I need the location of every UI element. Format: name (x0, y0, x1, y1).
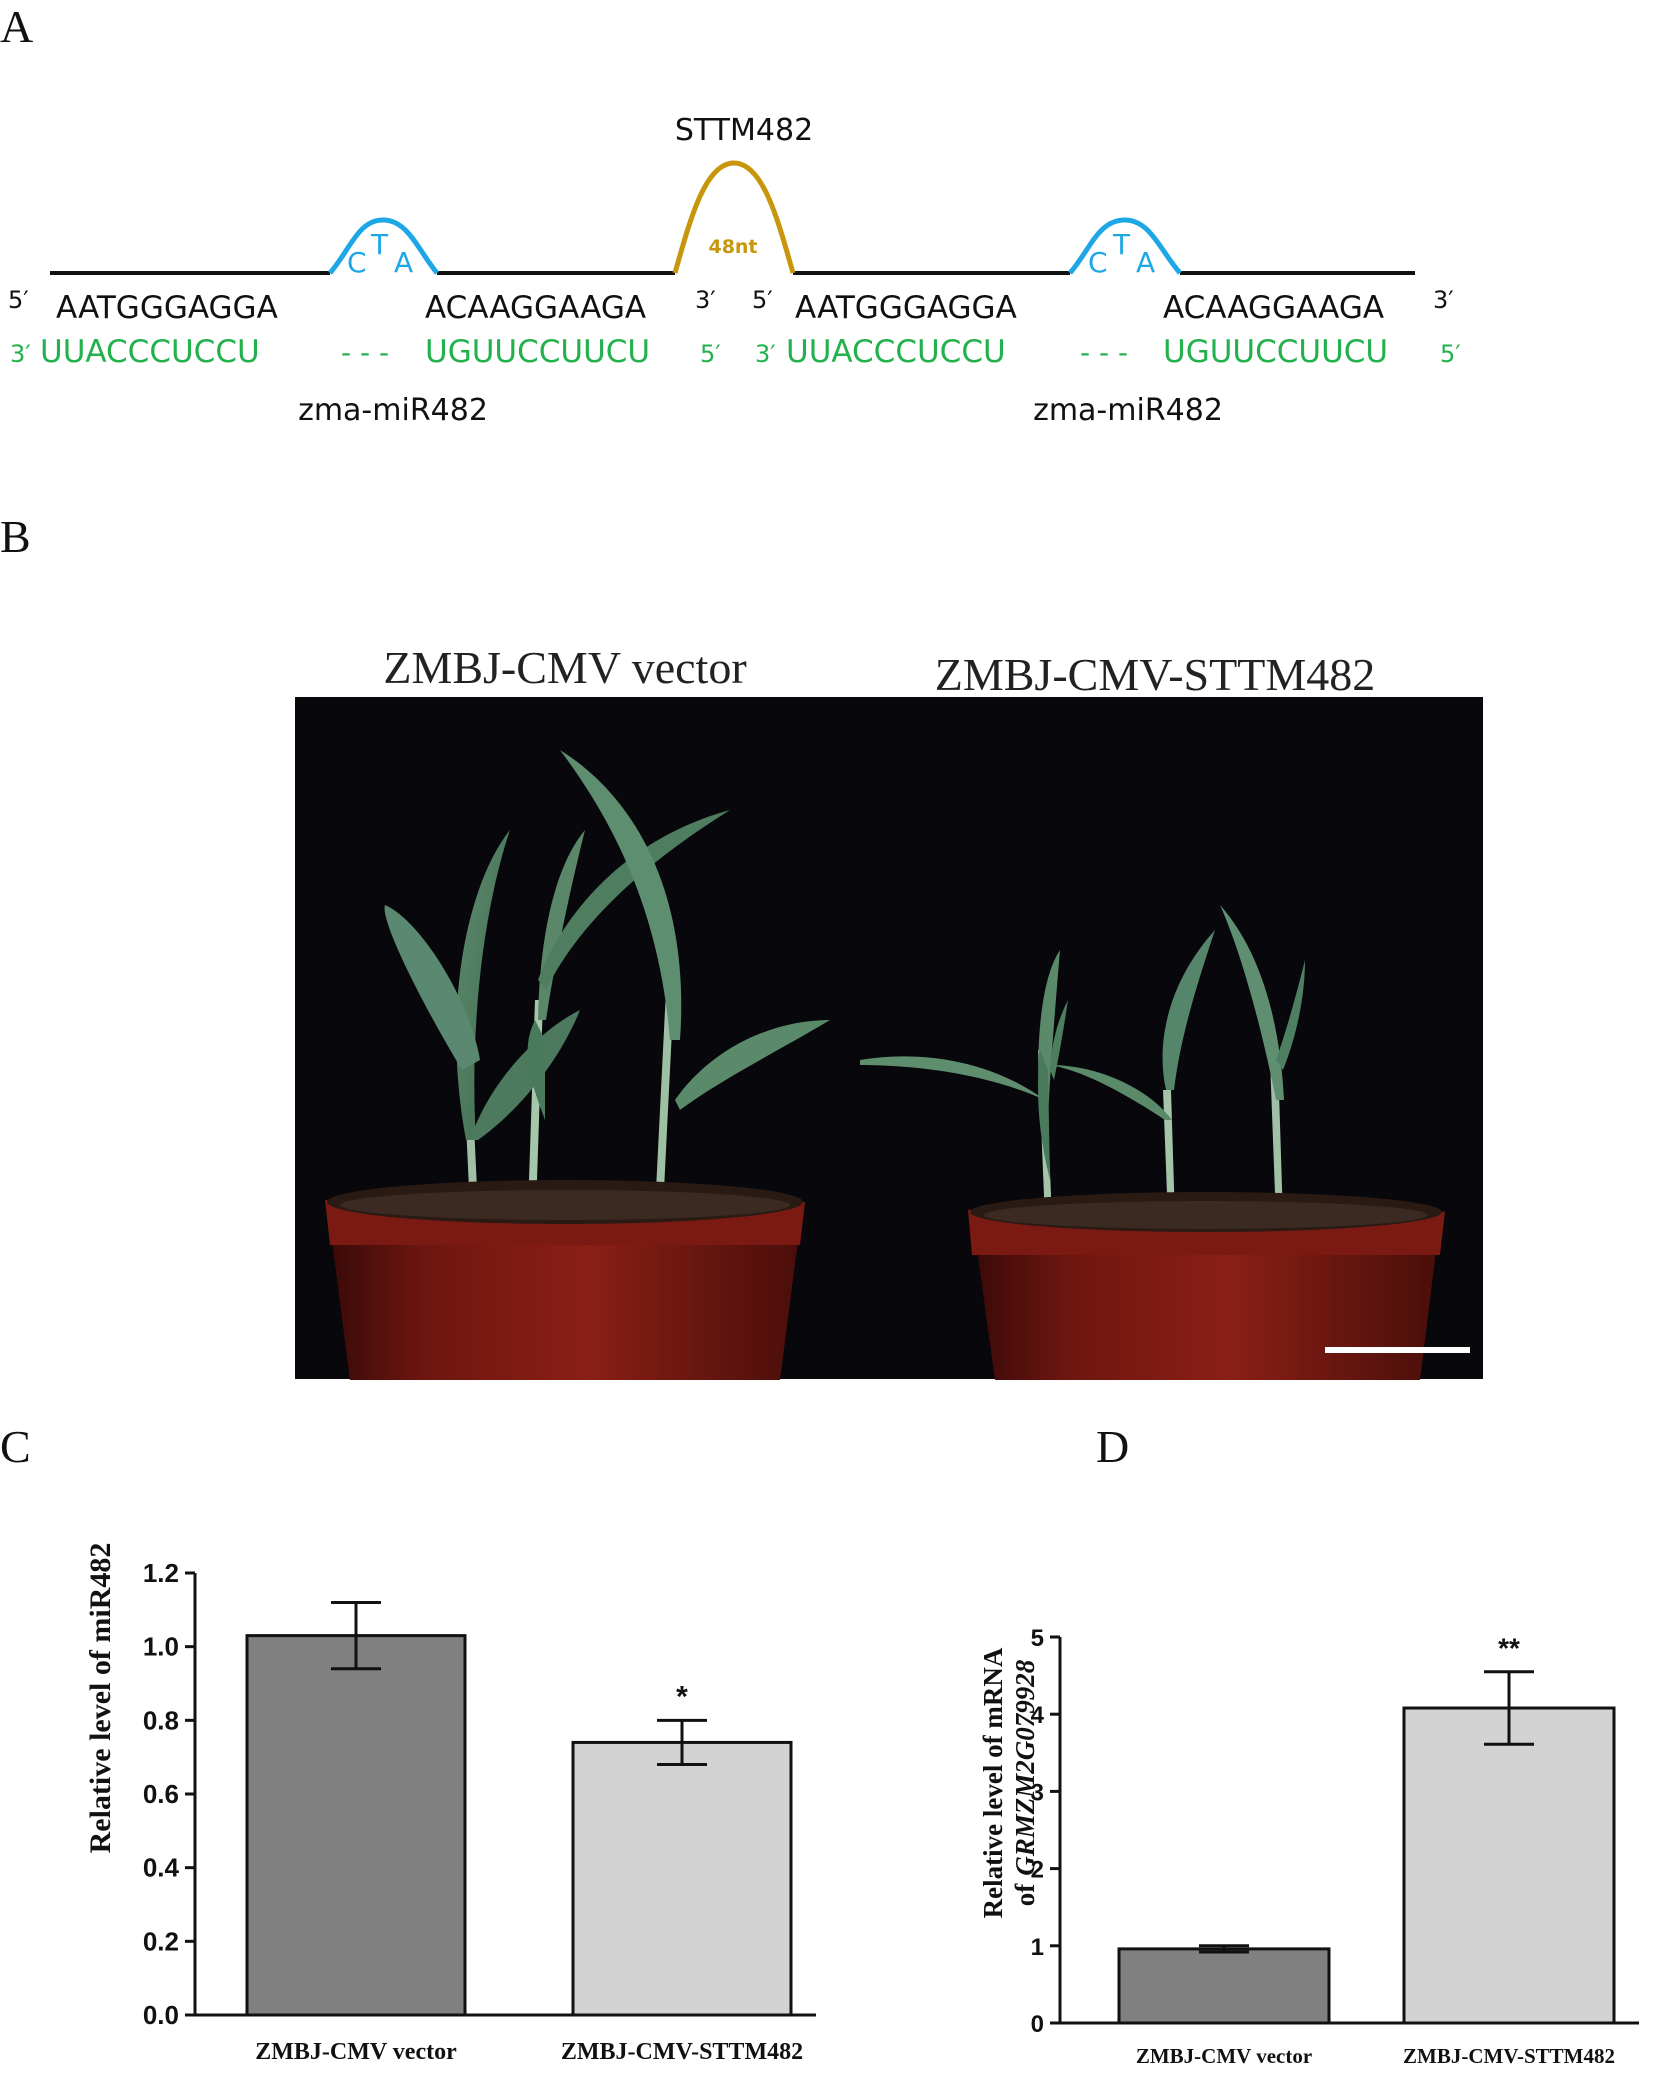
vector-pot (325, 1180, 805, 1380)
spacer-loop (672, 160, 796, 274)
y-tick-label: 0.0 (143, 2000, 179, 2030)
y-tick-label: 2 (1031, 1857, 1044, 1884)
construct-label: STTM482 (675, 113, 813, 148)
photo-label-sttm482: ZMBJ-CMV-STTM482 (935, 649, 1375, 700)
unit1-mirna-label: zma-miR482 (298, 393, 488, 428)
unit2-top-5prime: 5′ (752, 286, 773, 314)
chart-d-ylabel-gene: GRMZM2G079928 (1010, 1659, 1040, 1876)
plant-photo-panel: ZMBJ-CMV vector ZMBJ-CMV-STTM482 (295, 642, 1483, 1380)
cta-bulge-loop-2 (1068, 217, 1182, 275)
unit2-mirna-label: zma-miR482 (1033, 393, 1223, 428)
bulge-letter-c-1: C (347, 246, 367, 279)
chart-d-ylabel-line1: Relative level of mRNA (978, 1647, 1008, 1918)
unit2-dashes: - - - (1080, 336, 1128, 369)
vector-plants (384, 750, 830, 1210)
bulge-letter-t-2: T (1112, 228, 1131, 261)
unit1-bottom-5prime: 5′ (700, 340, 721, 368)
bulge-letter-a-2: A (1136, 246, 1155, 279)
unit2-top-right-seq: ACAAGGAAGA (1163, 290, 1384, 326)
bar (1402, 1706, 1616, 2025)
unit1-top-left-seq: AATGGGAGGA (56, 290, 278, 326)
y-tick-label: 4 (1031, 1702, 1045, 1729)
cta-bulge-loop-1 (328, 217, 439, 275)
chart-grmzm2g079928-level: Relative level of mRNA of GRMZM2G079928 0 1 2… (978, 1625, 1639, 2068)
unit2-bottom-left-seq: UUACCCUCCU (786, 334, 1006, 370)
sttm-schematic: C T A C T A STTM482 48nt 5′ AATGGGAGGA A… (8, 113, 1461, 428)
scale-bar (1325, 1347, 1470, 1353)
bulge-letter-a-1: A (394, 246, 413, 279)
chart-d-ylabel-line2: of GRMZM2G079928 (1010, 1659, 1040, 1906)
panel-label-d: D (1096, 1421, 1130, 1472)
unit2-top-3prime: 3′ (1433, 286, 1454, 314)
chart-c-ylabel: Relative level of miR482 (84, 1543, 117, 1854)
category-label: ZMBJ-CMV vector (1136, 2044, 1312, 2068)
y-tick-label: 1.0 (143, 1632, 179, 1662)
category-label: ZMBJ-CMV vector (255, 2039, 457, 2065)
unit1-top-5prime: 5′ (8, 286, 29, 314)
unit1-bottom-3prime: 3′ (10, 340, 31, 368)
unit2-bottom-right-seq: UGUUCCUUCU (1163, 334, 1388, 370)
bar (571, 1740, 793, 2017)
bulge-letter-c-2: C (1088, 246, 1108, 279)
y-tick-label: 1.2 (143, 1558, 179, 1588)
y-tick-label: 1 (1031, 1934, 1044, 1961)
photo-label-vector: ZMBJ-CMV vector (383, 642, 746, 693)
y-tick-label: 0.2 (143, 1926, 179, 1956)
chart-mir482-level: Relative level of miR482 0.0 0.2 0.4 0.6 0.8… (84, 1543, 816, 2065)
category-label: ZMBJ-CMV-STTM482 (1403, 2044, 1615, 2068)
bulge-letter-t-1: T (370, 228, 389, 261)
bar (1117, 1947, 1331, 2025)
unit2-bottom-5prime: 5′ (1440, 340, 1461, 368)
chart-d-ylabel-prefix: of (1010, 1883, 1040, 1907)
y-tick-label: 0.8 (143, 1705, 179, 1735)
unit1-bottom-left-seq: UUACCCUCCU (40, 334, 260, 370)
unit1-bottom-right-seq: UGUUCCUUCU (425, 334, 650, 370)
unit1-dashes: - - - (341, 336, 389, 369)
y-tick-label: 0.6 (143, 1779, 179, 1809)
unit1-top-right-seq: ACAAGGAAGA (425, 290, 646, 326)
sttm482-pot (968, 1192, 1445, 1380)
significance-marker: ** (1498, 1633, 1520, 1664)
panel-label-a: A (0, 1, 34, 52)
significance-marker: * (676, 1680, 688, 1713)
y-tick-label: 0.4 (143, 1853, 180, 1883)
unit2-top-left-seq: AATGGGAGGA (795, 290, 1017, 326)
panel-label-b: B (0, 511, 31, 562)
unit2-bottom-3prime: 3′ (755, 340, 776, 368)
y-tick-label: 3 (1031, 1779, 1044, 1806)
y-tick-label: 5 (1031, 1625, 1044, 1652)
y-tick-label: 0 (1031, 2011, 1044, 2038)
chart-d-ylabel: Relative level of mRNA of GRMZM2G079928 (978, 1647, 1040, 1918)
sttm482-plants (860, 905, 1305, 1220)
panel-label-c: C (0, 1421, 31, 1472)
category-label: ZMBJ-CMV-STTM482 (561, 2039, 803, 2065)
spacer-label: 48nt (708, 236, 757, 258)
unit1-top-3prime: 3′ (695, 286, 716, 314)
